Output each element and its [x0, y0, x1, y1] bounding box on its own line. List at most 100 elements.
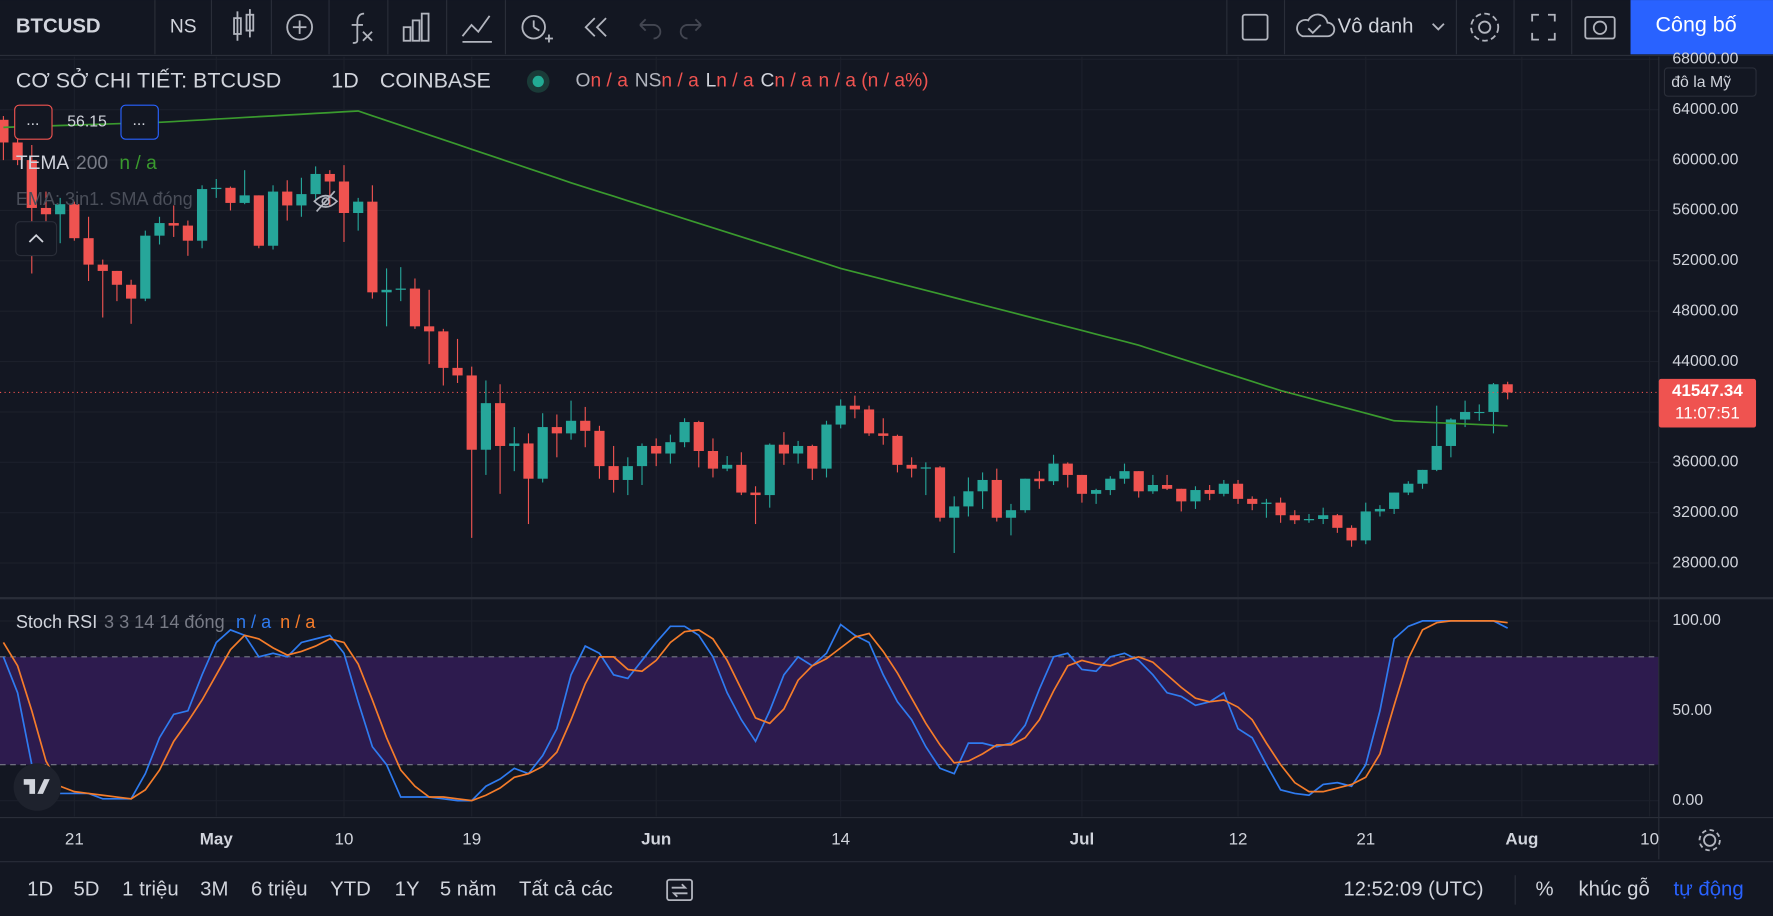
candle-body — [580, 420, 591, 431]
candle-body — [934, 467, 946, 518]
candle-body — [849, 405, 860, 410]
x-tick-label: Jul — [1070, 830, 1095, 849]
buy-button[interactable] — [120, 104, 159, 140]
logo[interactable] — [13, 763, 62, 811]
ohlc-label: O — [576, 71, 591, 92]
alert-icon[interactable] — [521, 14, 553, 43]
tema-params: 200 — [76, 153, 108, 174]
y-tick-label: 56000.00 — [1672, 202, 1738, 219]
currency-label[interactable]: đô la Mỹ — [1671, 74, 1731, 91]
candle-body — [296, 194, 307, 206]
candle-body — [565, 420, 577, 434]
dropdown-arrow[interactable] — [1432, 23, 1445, 31]
candle-body — [1119, 471, 1130, 479]
range-button[interactable]: 1D — [27, 878, 53, 900]
replay-icon[interactable] — [584, 17, 607, 37]
scale-settings-icon[interactable] — [1698, 829, 1721, 852]
y-tick-label: 0.00 — [1672, 792, 1703, 809]
clock[interactable]: 12:52:09 (UTC) — [1343, 878, 1483, 900]
compare-icon[interactable] — [461, 15, 492, 43]
logo-mark[interactable] — [23, 779, 50, 794]
legend-exchange: COINBASE — [380, 68, 491, 92]
range-button[interactable]: 1Y — [395, 878, 420, 900]
range-button[interactable]: Tất cả các — [519, 878, 613, 900]
candle-body — [1303, 519, 1315, 521]
symbol-button[interactable]: BTCUSD — [16, 16, 101, 38]
legend-interval: 1D — [331, 68, 358, 92]
ohlc-label: C — [760, 71, 774, 92]
range-button[interactable]: 3M — [200, 878, 228, 900]
candle-body — [1091, 490, 1102, 494]
candle-body — [750, 492, 761, 496]
buy-label[interactable]: ... — [132, 112, 145, 129]
candle-body — [977, 479, 988, 492]
candle-body — [26, 160, 37, 208]
ohlc-change: n / a (n / a%) — [819, 71, 929, 92]
candle-body — [1459, 411, 1471, 420]
date-range-icon[interactable] — [666, 878, 693, 902]
percent-toggle[interactable]: % — [1536, 878, 1554, 900]
candle-body — [1346, 527, 1357, 541]
publish-button[interactable] — [1630, 0, 1773, 55]
candle-body — [1360, 511, 1371, 541]
x-tick-label: Aug — [1505, 830, 1538, 849]
y-tick-label: 100.00 — [1672, 612, 1721, 629]
candle-body — [282, 191, 293, 206]
candle-body — [97, 264, 108, 271]
candle-body — [267, 191, 279, 246]
collapse-icon[interactable] — [28, 233, 44, 243]
range-button[interactable]: 5D — [73, 878, 99, 900]
log-toggle[interactable]: khúc gỗ — [1579, 877, 1650, 900]
snapshot-icon[interactable] — [1584, 16, 1616, 40]
layout-name[interactable]: Vô danh — [1338, 16, 1414, 38]
candle-body — [182, 225, 193, 241]
candle-body — [381, 289, 392, 293]
x-tick-label: Jun — [641, 830, 671, 849]
candle-body — [1318, 515, 1329, 520]
symbol-legend: CƠ SỞ CHI TIẾT: BTCUSD 1D COINBASE — [16, 67, 491, 92]
x-tick-label: 19 — [462, 830, 481, 849]
range-button[interactable]: 1 triệu — [122, 878, 179, 900]
currency-button[interactable] — [1663, 67, 1757, 97]
collapse-button[interactable] — [15, 221, 58, 257]
candle-body — [111, 270, 123, 285]
candle-body — [55, 204, 66, 215]
layout-icon[interactable] — [1241, 13, 1269, 41]
cloud-icon[interactable] — [1296, 13, 1336, 38]
stoch-params: 3 3 14 14 đóng — [104, 612, 225, 632]
candle-body — [1005, 510, 1017, 518]
candle-body — [665, 442, 676, 454]
publish-label[interactable]: Công bố — [1656, 13, 1737, 37]
compare-button[interactable]: NS — [170, 16, 197, 37]
undo-redo[interactable] — [639, 18, 702, 40]
hide-icon[interactable] — [313, 190, 339, 213]
range-button[interactable]: 6 triệu — [251, 878, 308, 900]
settings-icon[interactable] — [1470, 12, 1500, 42]
sell-button[interactable] — [14, 104, 53, 140]
indicators-icon[interactable] — [351, 12, 373, 44]
ohlc-value: n / a — [661, 71, 699, 92]
candle-body — [1076, 474, 1088, 494]
range-button[interactable]: YTD — [330, 878, 371, 900]
candle-type-icon[interactable] — [233, 9, 255, 41]
candle-body — [69, 204, 80, 239]
candle-body — [963, 491, 974, 507]
add-icon[interactable] — [286, 13, 313, 41]
templates-icon[interactable] — [402, 12, 430, 42]
auto-toggle[interactable]: tự động — [1673, 878, 1743, 900]
range-button[interactable]: 5 năm — [440, 878, 497, 900]
tema-legend: TEMA 200 n / a — [16, 153, 157, 174]
candle-body — [1417, 469, 1428, 484]
x-tick-label: 10 — [335, 830, 354, 849]
fullscreen-icon[interactable] — [1531, 13, 1556, 41]
candle-body — [622, 466, 633, 480]
stoch-d-value: n / a — [280, 612, 316, 632]
sell-label[interactable]: ... — [26, 112, 39, 129]
candle-body — [821, 424, 832, 469]
last-price-label: 41547.34 — [1672, 381, 1743, 400]
plot: 21 May 10 19 Jun 14 Jul 12 21 Aug 10 28000.00 32000.… — [0, 51, 1757, 849]
candle-body — [225, 187, 236, 203]
